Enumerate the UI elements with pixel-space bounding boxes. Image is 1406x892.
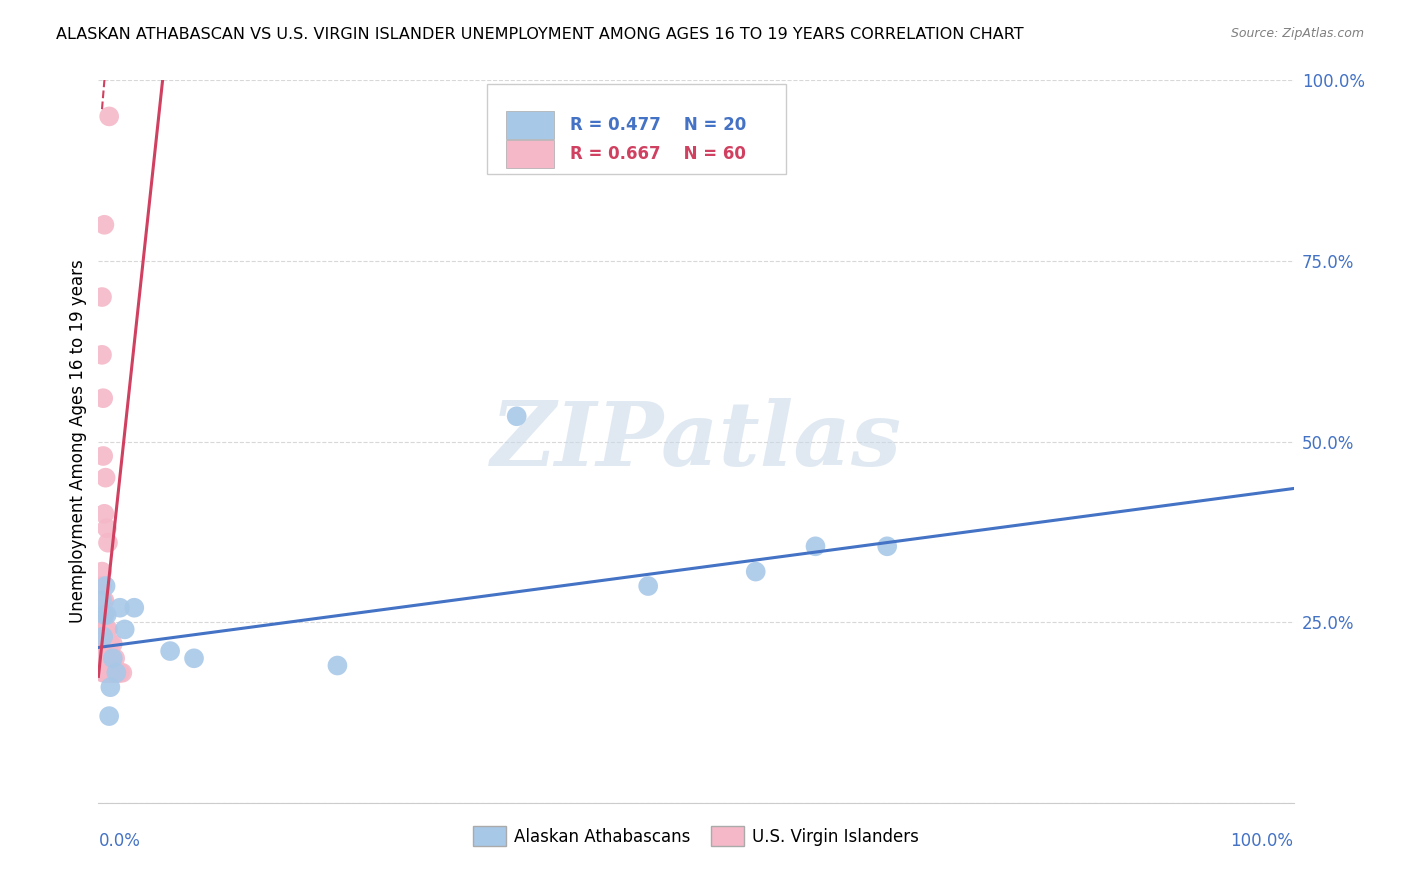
Point xyxy=(101,651,124,665)
Point xyxy=(91,637,114,651)
Point xyxy=(98,651,121,665)
Point xyxy=(105,665,128,680)
Point xyxy=(107,665,129,680)
Point xyxy=(91,290,114,304)
Point xyxy=(94,665,117,680)
Text: ZIPatlas: ZIPatlas xyxy=(491,399,901,484)
Point xyxy=(93,651,115,665)
Point xyxy=(93,607,115,622)
Point xyxy=(91,593,114,607)
Point xyxy=(91,449,114,463)
Point xyxy=(100,651,122,665)
Point xyxy=(506,409,529,424)
Point xyxy=(97,637,120,651)
Point xyxy=(93,665,115,680)
Point xyxy=(98,680,122,694)
Point xyxy=(91,593,114,607)
Point xyxy=(108,600,131,615)
Point xyxy=(111,665,134,680)
Point xyxy=(97,665,120,680)
Point xyxy=(101,665,124,680)
Point xyxy=(94,651,117,665)
Point xyxy=(101,637,124,651)
Y-axis label: Unemployment Among Ages 16 to 19 years: Unemployment Among Ages 16 to 19 years xyxy=(69,260,87,624)
Text: ALASKAN ATHABASCAN VS U.S. VIRGIN ISLANDER UNEMPLOYMENT AMONG AGES 16 TO 19 YEAR: ALASKAN ATHABASCAN VS U.S. VIRGIN ISLAND… xyxy=(56,27,1024,42)
Point xyxy=(93,507,115,521)
Point xyxy=(101,651,124,665)
Point xyxy=(745,565,768,579)
Text: 0.0%: 0.0% xyxy=(98,831,141,850)
Point xyxy=(98,637,122,651)
FancyBboxPatch shape xyxy=(506,112,554,138)
Point xyxy=(94,470,117,484)
Point xyxy=(93,623,115,637)
Point xyxy=(637,579,659,593)
Point xyxy=(804,539,827,553)
Point xyxy=(94,579,117,593)
Point xyxy=(91,651,114,665)
Point xyxy=(159,644,181,658)
Point xyxy=(91,607,114,622)
Point xyxy=(97,651,120,665)
Point xyxy=(326,658,349,673)
Point xyxy=(98,110,121,124)
Point xyxy=(94,623,117,637)
Point xyxy=(107,665,129,680)
Point xyxy=(97,535,120,549)
Point xyxy=(96,637,118,651)
Point xyxy=(93,637,115,651)
Point xyxy=(93,218,115,232)
Point xyxy=(91,665,114,680)
Point xyxy=(91,623,114,637)
Point xyxy=(91,607,114,622)
Point xyxy=(183,651,205,665)
Point xyxy=(91,651,114,665)
Point xyxy=(98,709,121,723)
Point xyxy=(91,391,114,405)
Point xyxy=(96,521,118,535)
Text: R = 0.477    N = 20: R = 0.477 N = 20 xyxy=(571,116,747,134)
Point xyxy=(91,579,114,593)
Point xyxy=(105,665,128,680)
Point xyxy=(104,651,127,665)
Point xyxy=(96,665,118,680)
Point xyxy=(94,637,117,651)
Point xyxy=(91,565,114,579)
Point xyxy=(93,607,115,622)
Point xyxy=(98,665,122,680)
Point xyxy=(104,665,127,680)
Point xyxy=(91,623,114,637)
Point xyxy=(96,651,118,665)
Point xyxy=(93,593,115,607)
Point xyxy=(96,607,118,622)
Point xyxy=(91,593,114,607)
Point xyxy=(108,665,131,680)
Text: 100.0%: 100.0% xyxy=(1230,831,1294,850)
Point xyxy=(98,665,121,680)
Point xyxy=(91,630,114,644)
Point xyxy=(97,623,120,637)
Point xyxy=(124,600,146,615)
Point xyxy=(876,539,898,553)
Point xyxy=(114,623,136,637)
Text: R = 0.667    N = 60: R = 0.667 N = 60 xyxy=(571,145,747,163)
Point xyxy=(96,623,118,637)
Point xyxy=(98,651,122,665)
FancyBboxPatch shape xyxy=(486,84,786,174)
Point xyxy=(91,348,114,362)
Point xyxy=(100,665,122,680)
FancyBboxPatch shape xyxy=(506,140,554,168)
Legend: Alaskan Athabascans, U.S. Virgin Islanders: Alaskan Athabascans, U.S. Virgin Islande… xyxy=(465,820,927,852)
Point xyxy=(103,665,125,680)
Point xyxy=(91,637,114,651)
Text: Source: ZipAtlas.com: Source: ZipAtlas.com xyxy=(1230,27,1364,40)
Point xyxy=(98,637,121,651)
